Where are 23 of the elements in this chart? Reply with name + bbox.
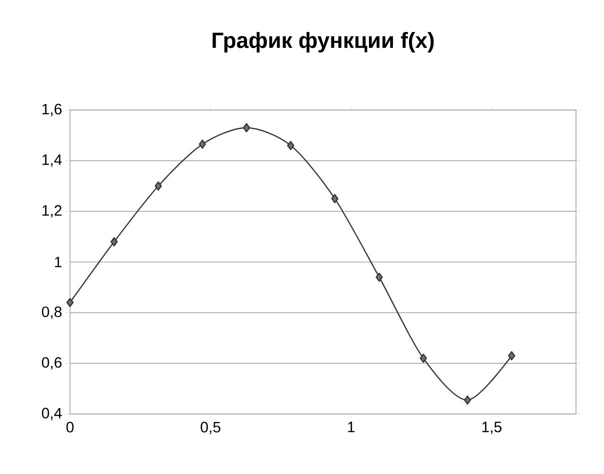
point	[110, 237, 118, 246]
y-tick-label: 1,6	[42, 104, 62, 116]
point	[198, 140, 206, 149]
x-tick-label: 0	[66, 422, 74, 432]
y-tick-label: 0,8	[42, 306, 62, 319]
x-tick-label: 1,5	[482, 422, 502, 434]
x-tick-label: 1	[348, 422, 355, 432]
y-tick-label: 0,6	[42, 357, 62, 370]
y-tick-label: 1	[55, 256, 62, 268]
point	[376, 272, 383, 282]
point	[420, 354, 427, 363]
point	[331, 194, 338, 204]
y-tick-label: 0,4	[42, 408, 62, 420]
x-tick-label: 0,5	[200, 422, 220, 434]
y-tick-label: 1,4	[42, 154, 62, 167]
chart-title: График функции f(x)	[212, 32, 434, 52]
point	[464, 395, 472, 405]
point	[287, 140, 294, 150]
point	[508, 351, 516, 360]
y-tick-label: 1,2	[42, 205, 62, 218]
point	[242, 123, 250, 132]
point	[66, 298, 74, 308]
point	[154, 181, 162, 191]
